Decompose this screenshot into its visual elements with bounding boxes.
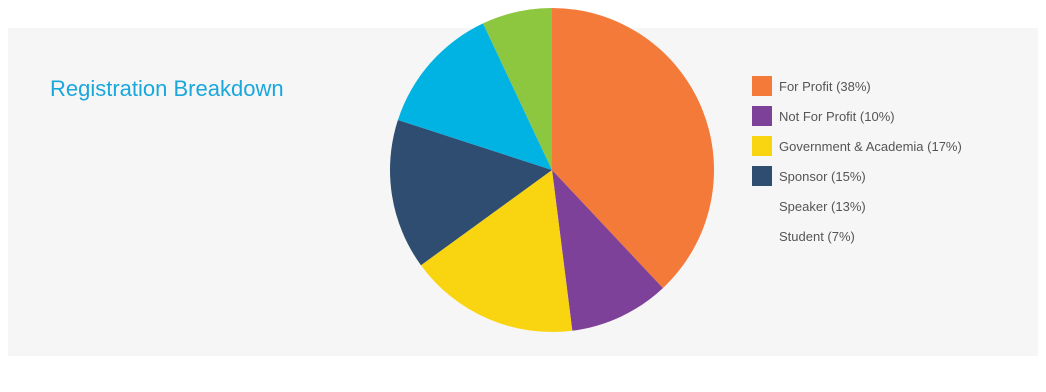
legend-swatch [752, 136, 772, 156]
legend-swatch [752, 196, 772, 216]
legend-item-6: Student (7%) [752, 226, 962, 246]
legend-label: Student (7%) [779, 228, 855, 244]
pie-slice-5 [397, 23, 552, 171]
legend-swatch [752, 166, 772, 186]
legend-label: Not For Profit (10%) [779, 108, 895, 124]
pie-slice-2 [552, 170, 663, 331]
pie-slice-3 [420, 170, 573, 332]
legend-item-1: For Profit (38%) [752, 76, 962, 96]
pie-slice-6 [483, 8, 552, 170]
legend-swatch [752, 106, 772, 126]
legend-item-3: Government & Academia (17%) [752, 136, 962, 156]
legend-item-5: Speaker (13%) [752, 196, 962, 216]
legend-item-4: Sponsor (15%) [752, 166, 962, 186]
pie-slice-1 [552, 8, 714, 289]
legend-label: For Profit (38%) [779, 78, 871, 94]
pie-slices [390, 8, 714, 332]
pie-slice-4 [390, 119, 552, 266]
legend: For Profit (38%) Not For Profit (10%) Gove… [752, 76, 962, 256]
legend-swatch [752, 226, 772, 246]
chart-title: Registration Breakdown [50, 76, 284, 101]
legend-item-2: Not For Profit (10%) [752, 106, 962, 126]
legend-label: Speaker (13%) [779, 198, 866, 214]
legend-label: Sponsor (15%) [779, 168, 866, 184]
legend-label: Government & Academia (17%) [779, 138, 962, 154]
legend-swatch [752, 76, 772, 96]
